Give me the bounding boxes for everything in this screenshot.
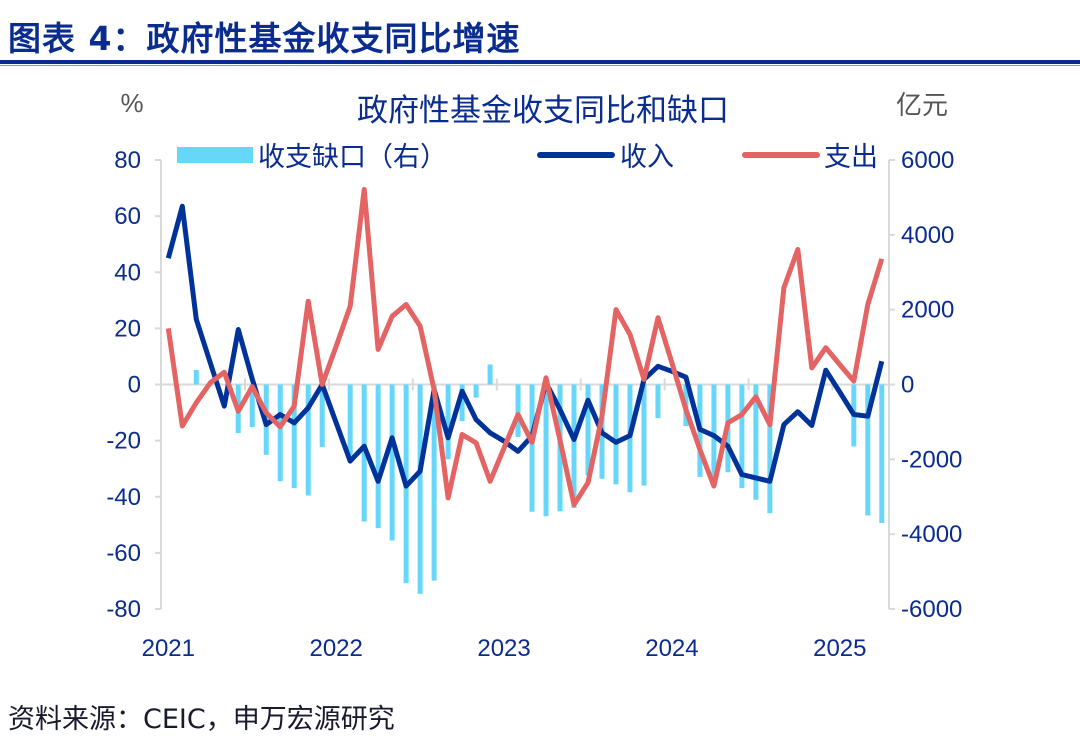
left-tick-label: -20 (106, 428, 141, 455)
legend-label-gap: 收支缺口（右） (258, 142, 447, 173)
lines (168, 189, 882, 504)
x-tick-label: 2022 (309, 635, 362, 662)
legend-swatch-gap (177, 147, 253, 163)
legend: 收支缺口（右） 收入 支出 (177, 142, 878, 173)
left-tick-label: -80 (106, 596, 141, 623)
gap-bar (711, 385, 716, 479)
right-axis-unit: 亿元 (896, 90, 948, 120)
x-tick-label: 2023 (477, 635, 530, 662)
left-tick-label: -60 (106, 540, 141, 567)
left-tick-label: 0 (128, 372, 141, 399)
x-tick-label: 2025 (813, 635, 866, 662)
left-axis-unit: % (120, 88, 143, 118)
right-tick-label: 4000 (901, 222, 954, 249)
gap-bar (488, 364, 493, 384)
left-tick-label: 80 (114, 147, 141, 174)
gap-bar (879, 385, 884, 523)
chart-title: 政府性基金收支同比和缺口 (357, 93, 729, 129)
gap-bar (544, 385, 549, 517)
x-tick-label: 2024 (645, 635, 698, 662)
gap-bar (613, 385, 618, 485)
right-tick-label: -2000 (901, 446, 962, 473)
gap-bar (655, 385, 660, 419)
gap-bar (641, 385, 646, 486)
gap-bar (348, 385, 353, 456)
gap-bar (530, 385, 535, 512)
legend-label-expenditure: 支出 (824, 142, 878, 173)
gap-bar (194, 370, 199, 385)
right-tick-label: -6000 (901, 596, 962, 623)
left-tick-label: 20 (114, 315, 141, 342)
revenue-line (168, 206, 882, 486)
right-tick-label: 2000 (901, 297, 954, 324)
left-tick-label: -40 (106, 484, 141, 511)
left-tick-label: 60 (114, 203, 141, 230)
gap-bar (446, 385, 451, 460)
x-tick-label: 2021 (142, 635, 195, 662)
left-tick-label: 40 (114, 259, 141, 286)
gap-bar (418, 385, 423, 594)
right-tick-label: -4000 (901, 521, 962, 548)
right-tick-label: 6000 (901, 147, 954, 174)
gap-bar (390, 385, 395, 541)
gap-bar (474, 385, 479, 398)
gap-bar (278, 385, 283, 482)
source-note: 资料来源：CEIC，申万宏源研究 (8, 697, 395, 736)
gap-bar (516, 385, 521, 437)
legend-label-revenue: 收入 (620, 142, 674, 173)
gap-bar (376, 385, 381, 529)
right-tick-label: 0 (901, 372, 914, 399)
